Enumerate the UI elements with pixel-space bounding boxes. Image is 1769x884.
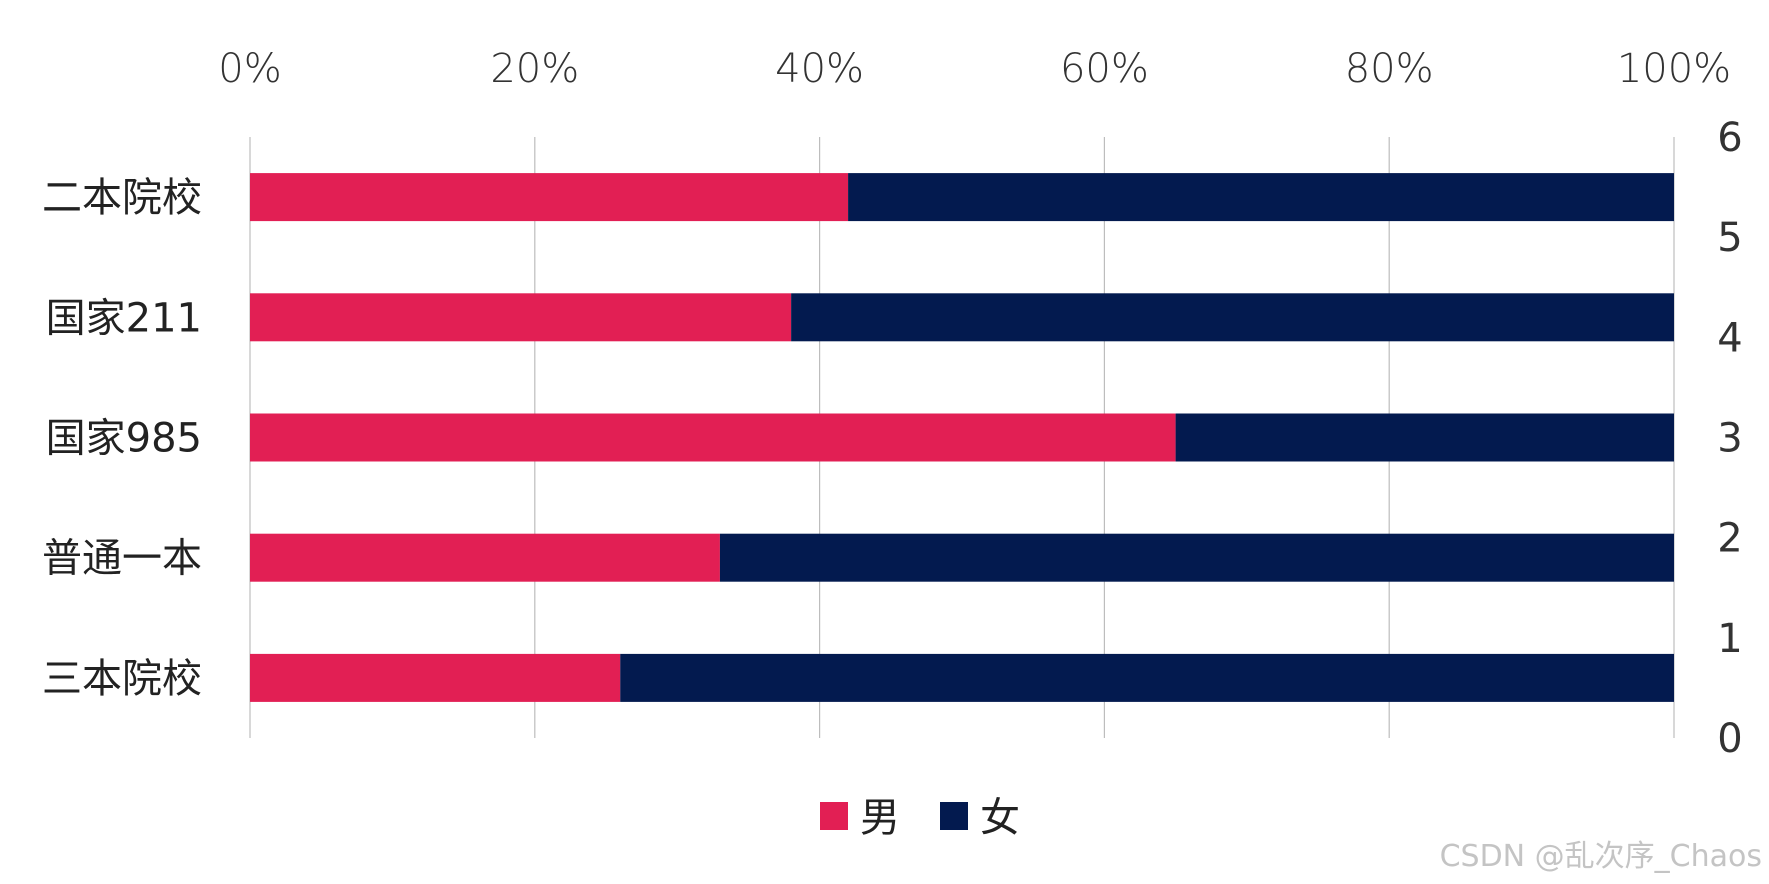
y2-tick-label: 2	[1717, 516, 1742, 562]
watermark-text: CSDN @乱次序_Chaos	[1440, 839, 1762, 874]
bar-segment-female	[848, 173, 1674, 222]
bar-segment-male	[250, 293, 792, 342]
y2-tick-label: 5	[1717, 215, 1742, 261]
category-label: 三本院校	[42, 656, 202, 702]
secondary-y-axis-ticks: 0 1 2 3 4 5 6	[1717, 115, 1742, 762]
x-tick-label: 60%	[1060, 46, 1149, 92]
bar-segment-male	[250, 533, 720, 582]
bar-segment-female	[1175, 413, 1674, 462]
x-tick-label: 80%	[1345, 46, 1434, 92]
y2-tick-label: 3	[1717, 416, 1742, 462]
y2-tick-label: 0	[1717, 716, 1742, 762]
bars	[250, 173, 1674, 702]
bar-segment-female	[791, 293, 1674, 342]
x-tick-label: 40%	[775, 46, 864, 92]
x-axis-ticks: 0% 20% 40% 60% 80% 100%	[218, 46, 1731, 92]
y2-tick-label: 1	[1717, 616, 1742, 662]
x-tick-label: 0%	[218, 46, 281, 92]
category-label: 国家985	[46, 416, 202, 462]
bar-segment-male	[250, 653, 621, 702]
legend-swatch	[940, 802, 968, 830]
x-tick-label: 20%	[490, 46, 579, 92]
bar-segment-male	[250, 413, 1176, 462]
x-tick-label: 100%	[1617, 46, 1731, 92]
bar-segment-female	[620, 653, 1674, 702]
category-label: 二本院校	[42, 175, 202, 221]
bar-segment-female	[719, 533, 1674, 582]
legend-swatch	[820, 802, 848, 830]
bar-segment-male	[250, 173, 849, 222]
legend: 男女	[820, 795, 1020, 841]
y2-tick-label: 4	[1717, 315, 1742, 361]
category-label: 普通一本	[42, 536, 202, 582]
legend-label: 女	[980, 795, 1020, 841]
y2-tick-label: 6	[1717, 115, 1742, 161]
legend-label: 男	[860, 795, 900, 841]
category-label: 国家211	[46, 295, 202, 341]
